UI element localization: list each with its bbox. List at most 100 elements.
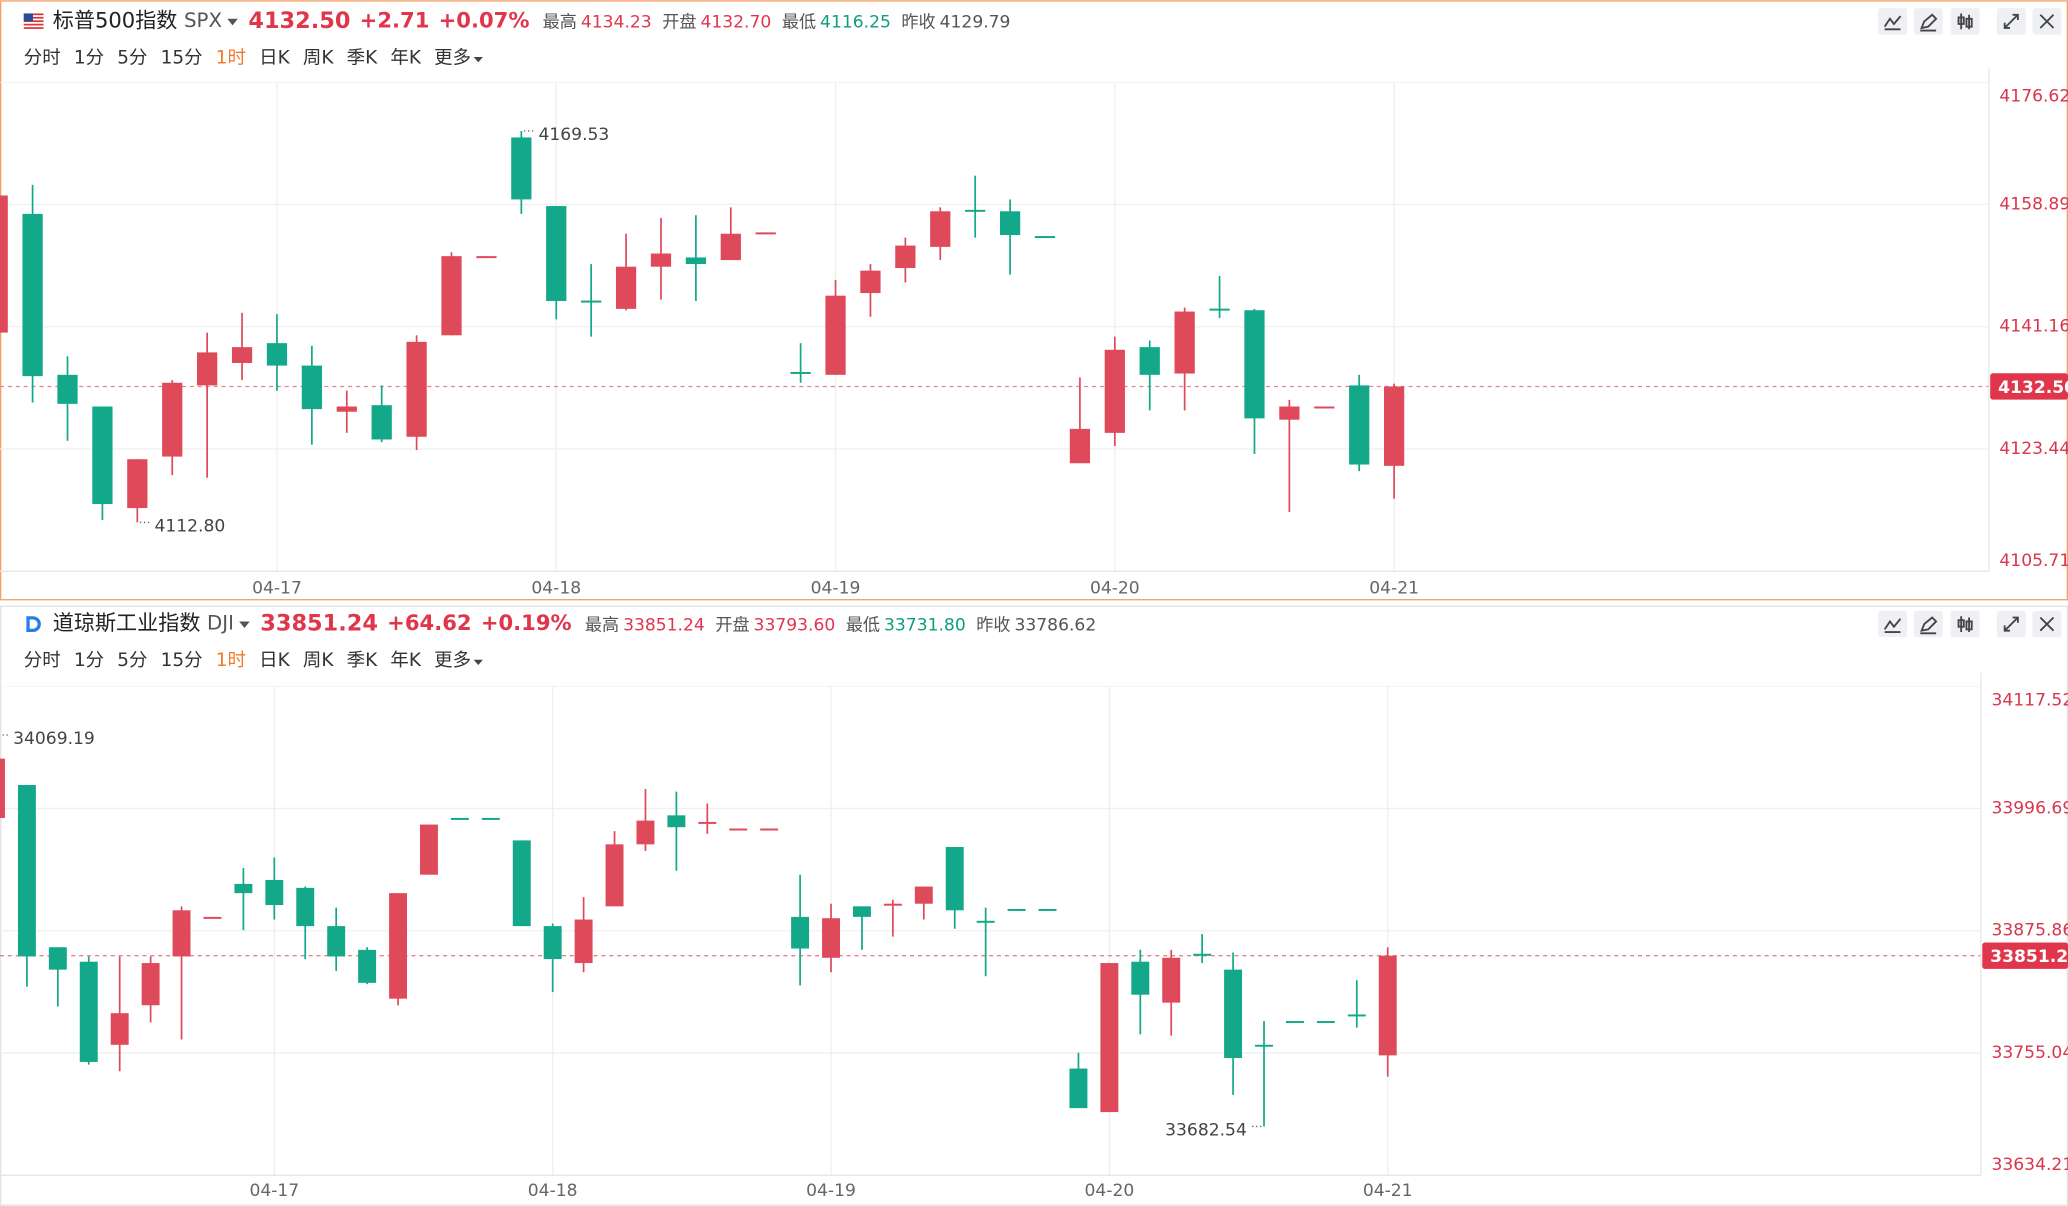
x-tick-label: 04-21 <box>1369 578 1419 598</box>
change-pct: +0.07% <box>439 7 530 32</box>
y-tick-label: 4176.62 <box>1999 87 2068 107</box>
candle-body <box>1378 955 1397 1056</box>
tool-icon <box>1883 618 1902 633</box>
y-tick-label: 33755.04 <box>1992 1043 2068 1063</box>
candle-body <box>760 828 779 831</box>
y-tick-label: 33634.21 <box>1992 1155 2068 1175</box>
timeframe-tab[interactable]: 分时 <box>24 650 61 671</box>
stat-label: 最高 <box>543 13 577 33</box>
candle-body <box>1349 385 1370 465</box>
tool-icon <box>2003 616 2019 632</box>
timeframe-tab[interactable]: 15分 <box>161 650 203 671</box>
timeframe-tab[interactable]: 更多 <box>434 47 471 68</box>
candle-body <box>172 910 191 957</box>
flag-stripe <box>23 27 44 29</box>
timeframe-tab[interactable]: 15分 <box>161 47 203 68</box>
timeframe-tab[interactable]: 5分 <box>117 650 147 671</box>
candle-body <box>685 257 707 265</box>
candle-body <box>389 893 408 999</box>
candle-body <box>511 137 532 200</box>
candle-body <box>720 233 741 261</box>
candle-body <box>698 821 717 824</box>
more-caret[interactable] <box>473 659 483 665</box>
candle-body <box>1038 908 1057 911</box>
annotation-label: 33682.54 <box>1165 1120 1247 1140</box>
tool-icon <box>2003 13 2019 29</box>
timeframe-tab[interactable]: 日K <box>259 47 290 68</box>
candle-body <box>755 232 776 235</box>
timeframe-tab[interactable]: 周K <box>303 650 334 671</box>
candle-body <box>203 916 222 919</box>
timeframe-tab[interactable]: 更多 <box>434 650 471 671</box>
candle-body <box>17 785 36 957</box>
candle-body <box>327 926 346 957</box>
annotation-label: 34069.19 <box>13 729 95 749</box>
stat-value: 33786.62 <box>1015 615 1097 635</box>
timeframe-tab[interactable]: 1分 <box>74 650 104 671</box>
timeframe-tab[interactable]: 季K <box>347 650 378 671</box>
x-tick-label: 04-21 <box>1363 1181 1413 1201</box>
candle-body <box>441 256 462 336</box>
candle-body <box>976 920 995 923</box>
timeframe-tab[interactable]: 1时 <box>216 47 246 68</box>
timeframe-tab[interactable]: 5分 <box>117 47 147 68</box>
flag-stripe <box>23 23 44 26</box>
timeframe-tab[interactable]: 日K <box>259 650 290 671</box>
code-caret[interactable] <box>227 18 238 26</box>
candle-body <box>265 879 284 906</box>
candle-body <box>1285 1021 1304 1024</box>
candle-body <box>581 300 602 303</box>
candle-body <box>22 213 43 377</box>
candle-body <box>667 815 686 828</box>
more-caret[interactable] <box>473 56 483 63</box>
stat-label: 昨收 <box>976 615 1010 635</box>
candle-body <box>481 817 500 820</box>
flag-canton <box>23 13 33 22</box>
y-tick-label: 4141.16 <box>1999 317 2068 337</box>
x-tick-label: 04-20 <box>1084 1181 1134 1201</box>
timeframe-tab[interactable]: 年K <box>390 650 421 671</box>
stat-value: 33731.80 <box>884 615 966 635</box>
timeframe-tab[interactable]: 1分 <box>74 47 104 68</box>
tool-button[interactable] <box>1950 8 1980 35</box>
plot <box>0 686 1981 1176</box>
candle-body <box>1224 969 1243 1059</box>
tool-icon <box>1920 13 1938 32</box>
x-tick-label: 04-18 <box>528 1181 578 1201</box>
timeframe-tab[interactable]: 季K <box>347 47 378 68</box>
candle-body <box>1069 428 1091 464</box>
candle-body <box>1279 406 1300 420</box>
candle-body <box>197 352 218 386</box>
timeframe-tab[interactable]: 1时 <box>216 650 246 671</box>
candle-body <box>1139 347 1160 375</box>
candle-body <box>574 919 593 964</box>
tool-icon <box>2039 14 2055 29</box>
x-tick-label: 04-17 <box>252 578 302 598</box>
timeframe-tab[interactable]: 年K <box>390 47 421 68</box>
candle-body <box>825 295 846 375</box>
x-tick-label: 04-20 <box>1090 578 1140 598</box>
candle-body <box>1244 310 1265 419</box>
timeframe-tab[interactable]: 周K <box>303 47 334 68</box>
change: +2.71 <box>360 7 430 32</box>
candle-body <box>543 926 562 960</box>
candle-body <box>895 245 916 269</box>
tool-button[interactable] <box>1950 610 1980 638</box>
candle-body <box>110 1013 129 1045</box>
x-tick-label: 04-17 <box>249 1181 299 1201</box>
price-badge <box>1990 373 2068 400</box>
tool-icon <box>1957 616 1973 633</box>
code-caret[interactable] <box>239 621 250 629</box>
stat-value: 33793.60 <box>754 615 836 635</box>
stat-value: 4116.25 <box>820 13 891 33</box>
index-name: 标普500指数 <box>53 7 178 32</box>
candle-body <box>266 343 288 366</box>
change: +64.62 <box>387 610 471 635</box>
candle-body <box>1314 406 1335 409</box>
flag-stripe <box>23 13 44 16</box>
candle-body <box>48 947 67 970</box>
candle-body <box>419 824 438 875</box>
timeframe-tab[interactable]: 分时 <box>24 47 61 68</box>
